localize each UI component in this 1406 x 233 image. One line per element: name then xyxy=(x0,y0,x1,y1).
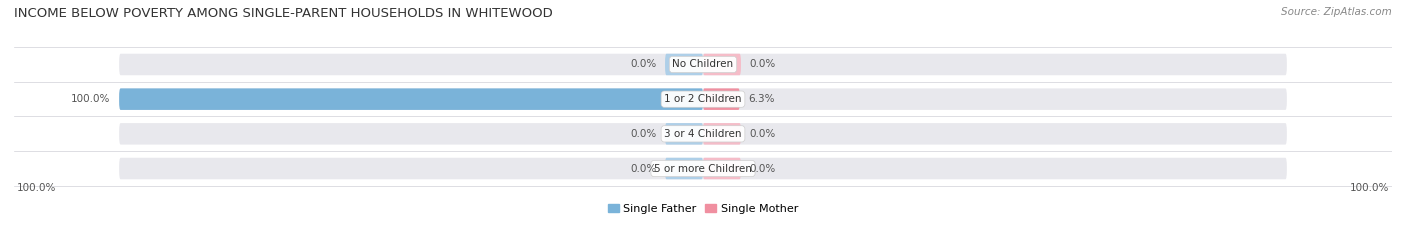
Text: 6.3%: 6.3% xyxy=(748,94,775,104)
Legend: Single Father, Single Mother: Single Father, Single Mother xyxy=(603,199,803,218)
Text: No Children: No Children xyxy=(672,59,734,69)
FancyBboxPatch shape xyxy=(703,54,741,75)
FancyBboxPatch shape xyxy=(120,88,703,110)
FancyBboxPatch shape xyxy=(665,54,703,75)
Text: Source: ZipAtlas.com: Source: ZipAtlas.com xyxy=(1281,7,1392,17)
Text: 0.0%: 0.0% xyxy=(749,59,776,69)
Text: 1 or 2 Children: 1 or 2 Children xyxy=(664,94,742,104)
Text: 0.0%: 0.0% xyxy=(630,164,657,174)
Text: INCOME BELOW POVERTY AMONG SINGLE-PARENT HOUSEHOLDS IN WHITEWOOD: INCOME BELOW POVERTY AMONG SINGLE-PARENT… xyxy=(14,7,553,20)
FancyBboxPatch shape xyxy=(120,88,1286,110)
FancyBboxPatch shape xyxy=(120,123,1286,145)
Text: 3 or 4 Children: 3 or 4 Children xyxy=(664,129,742,139)
Text: 5 or more Children: 5 or more Children xyxy=(654,164,752,174)
FancyBboxPatch shape xyxy=(703,123,741,145)
Text: 0.0%: 0.0% xyxy=(749,164,776,174)
Text: 0.0%: 0.0% xyxy=(630,59,657,69)
FancyBboxPatch shape xyxy=(665,158,703,179)
FancyBboxPatch shape xyxy=(120,158,1286,179)
FancyBboxPatch shape xyxy=(665,123,703,145)
FancyBboxPatch shape xyxy=(703,88,740,110)
Text: 0.0%: 0.0% xyxy=(749,129,776,139)
Text: 100.0%: 100.0% xyxy=(17,183,56,193)
Text: 100.0%: 100.0% xyxy=(72,94,111,104)
Text: 100.0%: 100.0% xyxy=(1350,183,1389,193)
Text: 0.0%: 0.0% xyxy=(630,129,657,139)
FancyBboxPatch shape xyxy=(703,158,741,179)
FancyBboxPatch shape xyxy=(120,54,1286,75)
